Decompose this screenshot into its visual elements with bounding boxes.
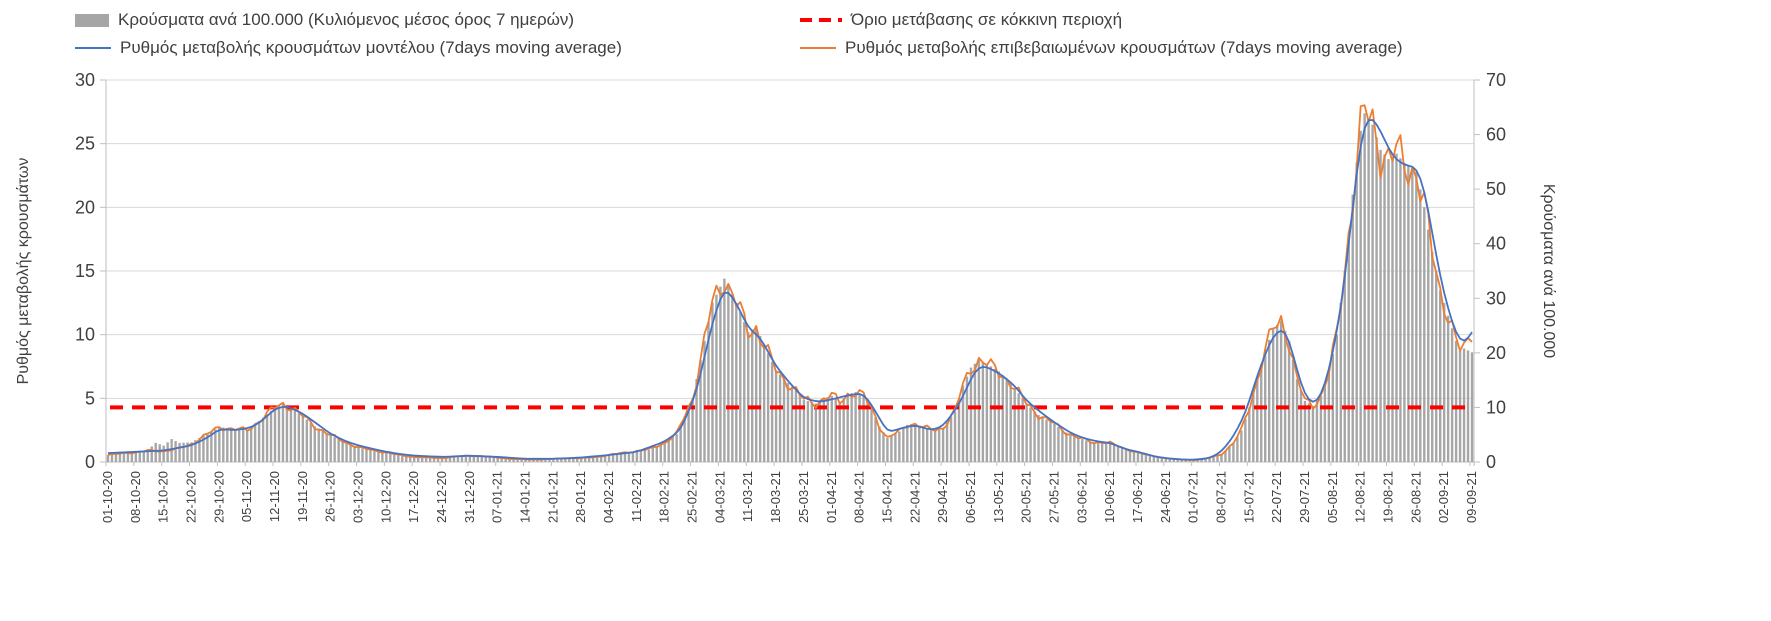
svg-text:30: 30 xyxy=(75,70,95,90)
svg-text:03-12-20: 03-12-20 xyxy=(351,471,366,523)
svg-text:17-06-21: 17-06-21 xyxy=(1130,471,1145,523)
svg-text:11-03-21: 11-03-21 xyxy=(740,471,755,522)
svg-text:22-10-20: 22-10-20 xyxy=(184,471,199,523)
svg-text:20-05-21: 20-05-21 xyxy=(1019,471,1034,523)
model-line-icon xyxy=(75,47,111,49)
svg-text:19-11-20: 19-11-20 xyxy=(295,471,310,522)
svg-text:01-10-20: 01-10-20 xyxy=(100,471,115,523)
legend-item-confirmed-line: Ρυθμός μεταβολής επιβεβαιωμένων κρουσμάτ… xyxy=(800,38,1403,58)
svg-text:21-01-21: 21-01-21 xyxy=(545,471,560,523)
confirmed-line-icon xyxy=(800,47,836,49)
svg-text:14-01-21: 14-01-21 xyxy=(518,471,533,523)
right-axis-title: Κρούσματα ανά 100.000 xyxy=(1540,183,1557,359)
legend-item-model-line: Ρυθμός μεταβολής κρουσμάτων μοντέλου (7d… xyxy=(75,38,622,58)
svg-text:04-02-21: 04-02-21 xyxy=(601,471,616,523)
svg-text:22-04-21: 22-04-21 xyxy=(907,471,922,523)
svg-text:25: 25 xyxy=(75,134,95,154)
svg-text:06-05-21: 06-05-21 xyxy=(963,471,978,523)
legend-item-cases-bars: Κρούσματα ανά 100.000 (Κυλιόμενος μέσος … xyxy=(75,10,574,30)
svg-text:01-04-21: 01-04-21 xyxy=(824,471,839,523)
svg-text:24-12-20: 24-12-20 xyxy=(434,471,449,523)
svg-text:19-08-21: 19-08-21 xyxy=(1381,471,1396,523)
svg-text:30: 30 xyxy=(1486,288,1506,308)
svg-text:29-07-21: 29-07-21 xyxy=(1297,471,1312,523)
svg-text:13-05-21: 13-05-21 xyxy=(991,471,1006,523)
svg-text:04-03-21: 04-03-21 xyxy=(712,471,727,523)
svg-text:50: 50 xyxy=(1486,179,1506,199)
svg-text:08-04-21: 08-04-21 xyxy=(852,471,867,523)
left-axis-title: Ρυθμός μεταβολής κρουσμάτων xyxy=(15,157,32,385)
svg-text:29-04-21: 29-04-21 xyxy=(935,471,950,523)
svg-text:11-02-21: 11-02-21 xyxy=(629,471,644,522)
svg-text:70: 70 xyxy=(1486,70,1506,90)
svg-text:5: 5 xyxy=(85,388,95,408)
svg-text:03-06-21: 03-06-21 xyxy=(1074,471,1089,523)
svg-text:05-11-20: 05-11-20 xyxy=(239,471,254,522)
svg-text:0: 0 xyxy=(85,452,95,472)
svg-text:28-01-21: 28-01-21 xyxy=(573,471,588,523)
svg-text:15: 15 xyxy=(75,261,95,281)
svg-text:31-12-20: 31-12-20 xyxy=(462,471,477,523)
svg-text:26-11-20: 26-11-20 xyxy=(323,471,338,522)
svg-text:10-12-20: 10-12-20 xyxy=(378,471,393,523)
svg-text:15-07-21: 15-07-21 xyxy=(1241,471,1256,523)
svg-text:08-10-20: 08-10-20 xyxy=(128,471,143,523)
svg-text:25-02-21: 25-02-21 xyxy=(685,471,700,523)
bar-series-swatch-icon xyxy=(75,13,109,27)
svg-text:29-10-20: 29-10-20 xyxy=(211,471,226,523)
svg-text:12-11-20: 12-11-20 xyxy=(267,471,282,522)
svg-text:25-03-21: 25-03-21 xyxy=(796,471,811,523)
svg-text:15-10-20: 15-10-20 xyxy=(156,471,171,523)
svg-text:12-08-21: 12-08-21 xyxy=(1353,471,1368,523)
svg-text:15-04-21: 15-04-21 xyxy=(879,471,894,523)
svg-text:05-08-21: 05-08-21 xyxy=(1325,471,1340,523)
svg-text:18-03-21: 18-03-21 xyxy=(768,471,783,523)
svg-text:10-06-21: 10-06-21 xyxy=(1102,471,1117,523)
svg-text:01-07-21: 01-07-21 xyxy=(1186,471,1201,523)
svg-text:18-02-21: 18-02-21 xyxy=(657,471,672,523)
svg-text:0: 0 xyxy=(1486,452,1496,472)
svg-text:02-09-21: 02-09-21 xyxy=(1436,471,1451,523)
svg-text:17-12-20: 17-12-20 xyxy=(406,471,421,523)
svg-text:22-07-21: 22-07-21 xyxy=(1269,471,1284,523)
legend-label-confirmed: Ρυθμός μεταβολής επιβεβαιωμένων κρουσμάτ… xyxy=(845,38,1403,57)
legend-label-cases-bars: Κρούσματα ανά 100.000 (Κυλιόμενος μέσος … xyxy=(118,10,575,29)
svg-text:10: 10 xyxy=(75,325,95,345)
svg-text:40: 40 xyxy=(1486,234,1506,254)
svg-text:26-08-21: 26-08-21 xyxy=(1408,471,1423,523)
svg-text:24-06-21: 24-06-21 xyxy=(1158,471,1173,523)
svg-text:27-05-21: 27-05-21 xyxy=(1047,471,1062,523)
svg-text:10: 10 xyxy=(1486,397,1506,417)
svg-text:60: 60 xyxy=(1486,125,1506,145)
legend-label-model: Ρυθμός μεταβολής κρουσμάτων μοντέλου (7d… xyxy=(120,38,622,57)
svg-text:20: 20 xyxy=(75,197,95,217)
legend-label-threshold: Όριο μετάβασης σε κόκκινη περιοχή xyxy=(851,10,1123,29)
threshold-dashed-line-icon xyxy=(800,18,842,22)
svg-text:08-07-21: 08-07-21 xyxy=(1214,471,1229,523)
svg-text:09-09-21: 09-09-21 xyxy=(1464,471,1479,523)
svg-text:20: 20 xyxy=(1486,343,1506,363)
legend-item-threshold: Όριο μετάβασης σε κόκκινη περιοχή xyxy=(800,10,1122,30)
svg-text:07-01-21: 07-01-21 xyxy=(490,471,505,523)
